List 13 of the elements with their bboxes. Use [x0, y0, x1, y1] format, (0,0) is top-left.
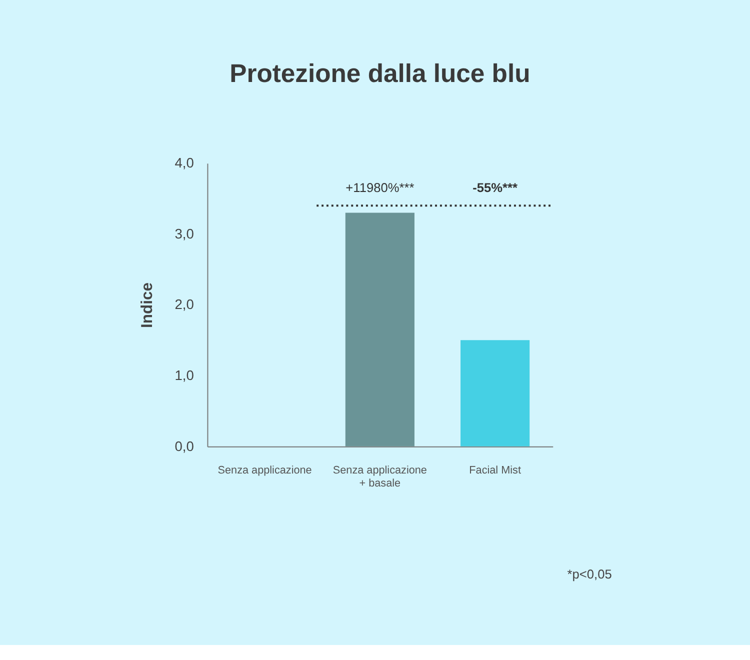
x-tick-label: Senza applicazione + basale [332, 464, 427, 490]
y-tick-label: 0,0 [174, 438, 194, 454]
text: *p<0,05 [567, 566, 612, 582]
chart-title: Protezione dalla luce blu [230, 60, 530, 88]
y-tick-label: 4,0 [174, 154, 194, 171]
y-tick-label: 3,0 [174, 225, 194, 242]
annotation: +11980%*** [346, 180, 414, 195]
annotation: -55%*** [472, 180, 518, 195]
x-tick-label: Facial Mist [469, 464, 521, 476]
y-axis-title: Indice [139, 282, 156, 328]
x-tick-label: Senza applicazione [218, 464, 312, 476]
y-tick-label: 1,0 [174, 366, 194, 383]
y-tick-label: 2,0 [174, 296, 194, 312]
